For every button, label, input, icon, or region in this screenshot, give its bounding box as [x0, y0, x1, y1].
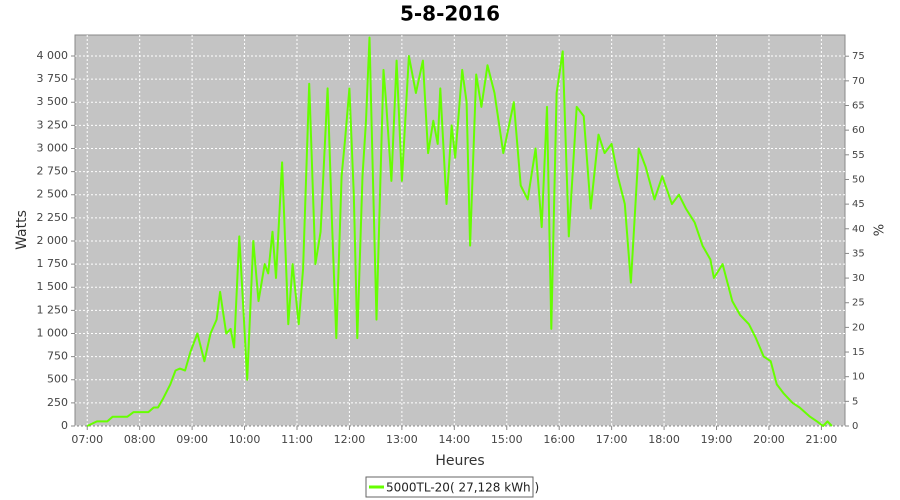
y-tick-label: 3 750	[37, 72, 69, 85]
y-tick-label: 0	[61, 419, 68, 432]
x-tick-label: 20:00	[753, 433, 785, 446]
chart-title: 5-8-2016	[400, 2, 500, 26]
y2-tick-label: 10	[852, 372, 865, 383]
y-tick-label: 3 250	[37, 118, 69, 131]
y-tick-label: 3 500	[37, 95, 69, 108]
y-tick-label: 1 500	[37, 280, 69, 293]
x-tick-label: 21:00	[806, 433, 838, 446]
y-tick-label: 3 000	[37, 141, 69, 154]
y2-tick-label: 35	[852, 248, 865, 259]
y2-tick-label: 25	[852, 298, 865, 309]
x-tick-label: 17:00	[596, 433, 628, 446]
y2-tick-label: 55	[852, 150, 865, 161]
legend-box	[365, 476, 534, 498]
x-tick-label: 15:00	[491, 433, 523, 446]
y-axis-label: Watts	[14, 210, 30, 250]
y-tick-label: 1 750	[37, 257, 69, 270]
x-tick-label: 12:00	[334, 433, 366, 446]
y-tick-label: 2 000	[37, 234, 69, 247]
y-tick-label: 250	[47, 396, 68, 409]
y2-tick-label: 5	[852, 396, 858, 407]
x-tick-label: 08:00	[124, 433, 156, 446]
y-tick-label: 500	[47, 373, 68, 386]
y2-tick-label: 40	[852, 224, 865, 235]
y2-axis-label: %	[873, 224, 888, 236]
y-tick-label: 750	[47, 350, 68, 363]
x-tick-label: 19:00	[701, 433, 733, 446]
y2-tick-label: 30	[852, 273, 865, 284]
x-tick-label: 09:00	[176, 433, 208, 446]
x-tick-label: 11:00	[281, 433, 313, 446]
y2-tick-label: 60	[852, 125, 865, 136]
x-tick-label: 18:00	[648, 433, 680, 446]
y-tick-label: 1 000	[37, 326, 69, 339]
y2-tick-label: 15	[852, 347, 865, 358]
y-tick-label: 2 750	[37, 165, 69, 178]
y2-tick-label: 45	[852, 199, 865, 210]
y-tick-label: 2 250	[37, 211, 69, 224]
legend-label: 5000TL-20( 27,128 kWh )	[386, 481, 539, 495]
y-tick-label: 1 250	[37, 303, 69, 316]
x-tick-label: 16:00	[543, 433, 575, 446]
x-axis-label: Heures	[435, 453, 484, 469]
y2-tick-label: 75	[852, 51, 865, 62]
y2-tick-label: 65	[852, 101, 865, 112]
x-tick-label: 10:00	[229, 433, 261, 446]
y2-tick-label: 70	[852, 76, 865, 87]
x-tick-label: 14:00	[438, 433, 470, 446]
y2-tick-label: 0	[852, 421, 858, 432]
x-tick-label: 13:00	[386, 433, 418, 446]
y2-tick-label: 50	[852, 174, 865, 185]
y-tick-label: 2 500	[37, 188, 69, 201]
x-tick-label: 07:00	[71, 433, 103, 446]
data-line	[86, 36, 833, 427]
y-tick-label: 4 000	[37, 49, 69, 62]
y2-tick-label: 20	[852, 322, 865, 333]
